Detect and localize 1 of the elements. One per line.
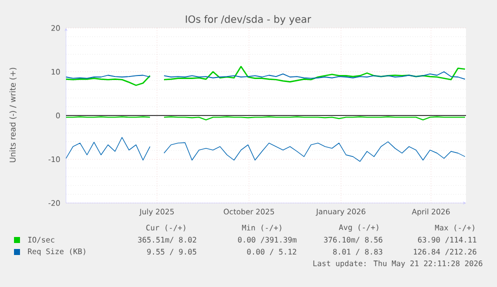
chart-title: IOs for /dev/sda - by year [186, 15, 312, 25]
